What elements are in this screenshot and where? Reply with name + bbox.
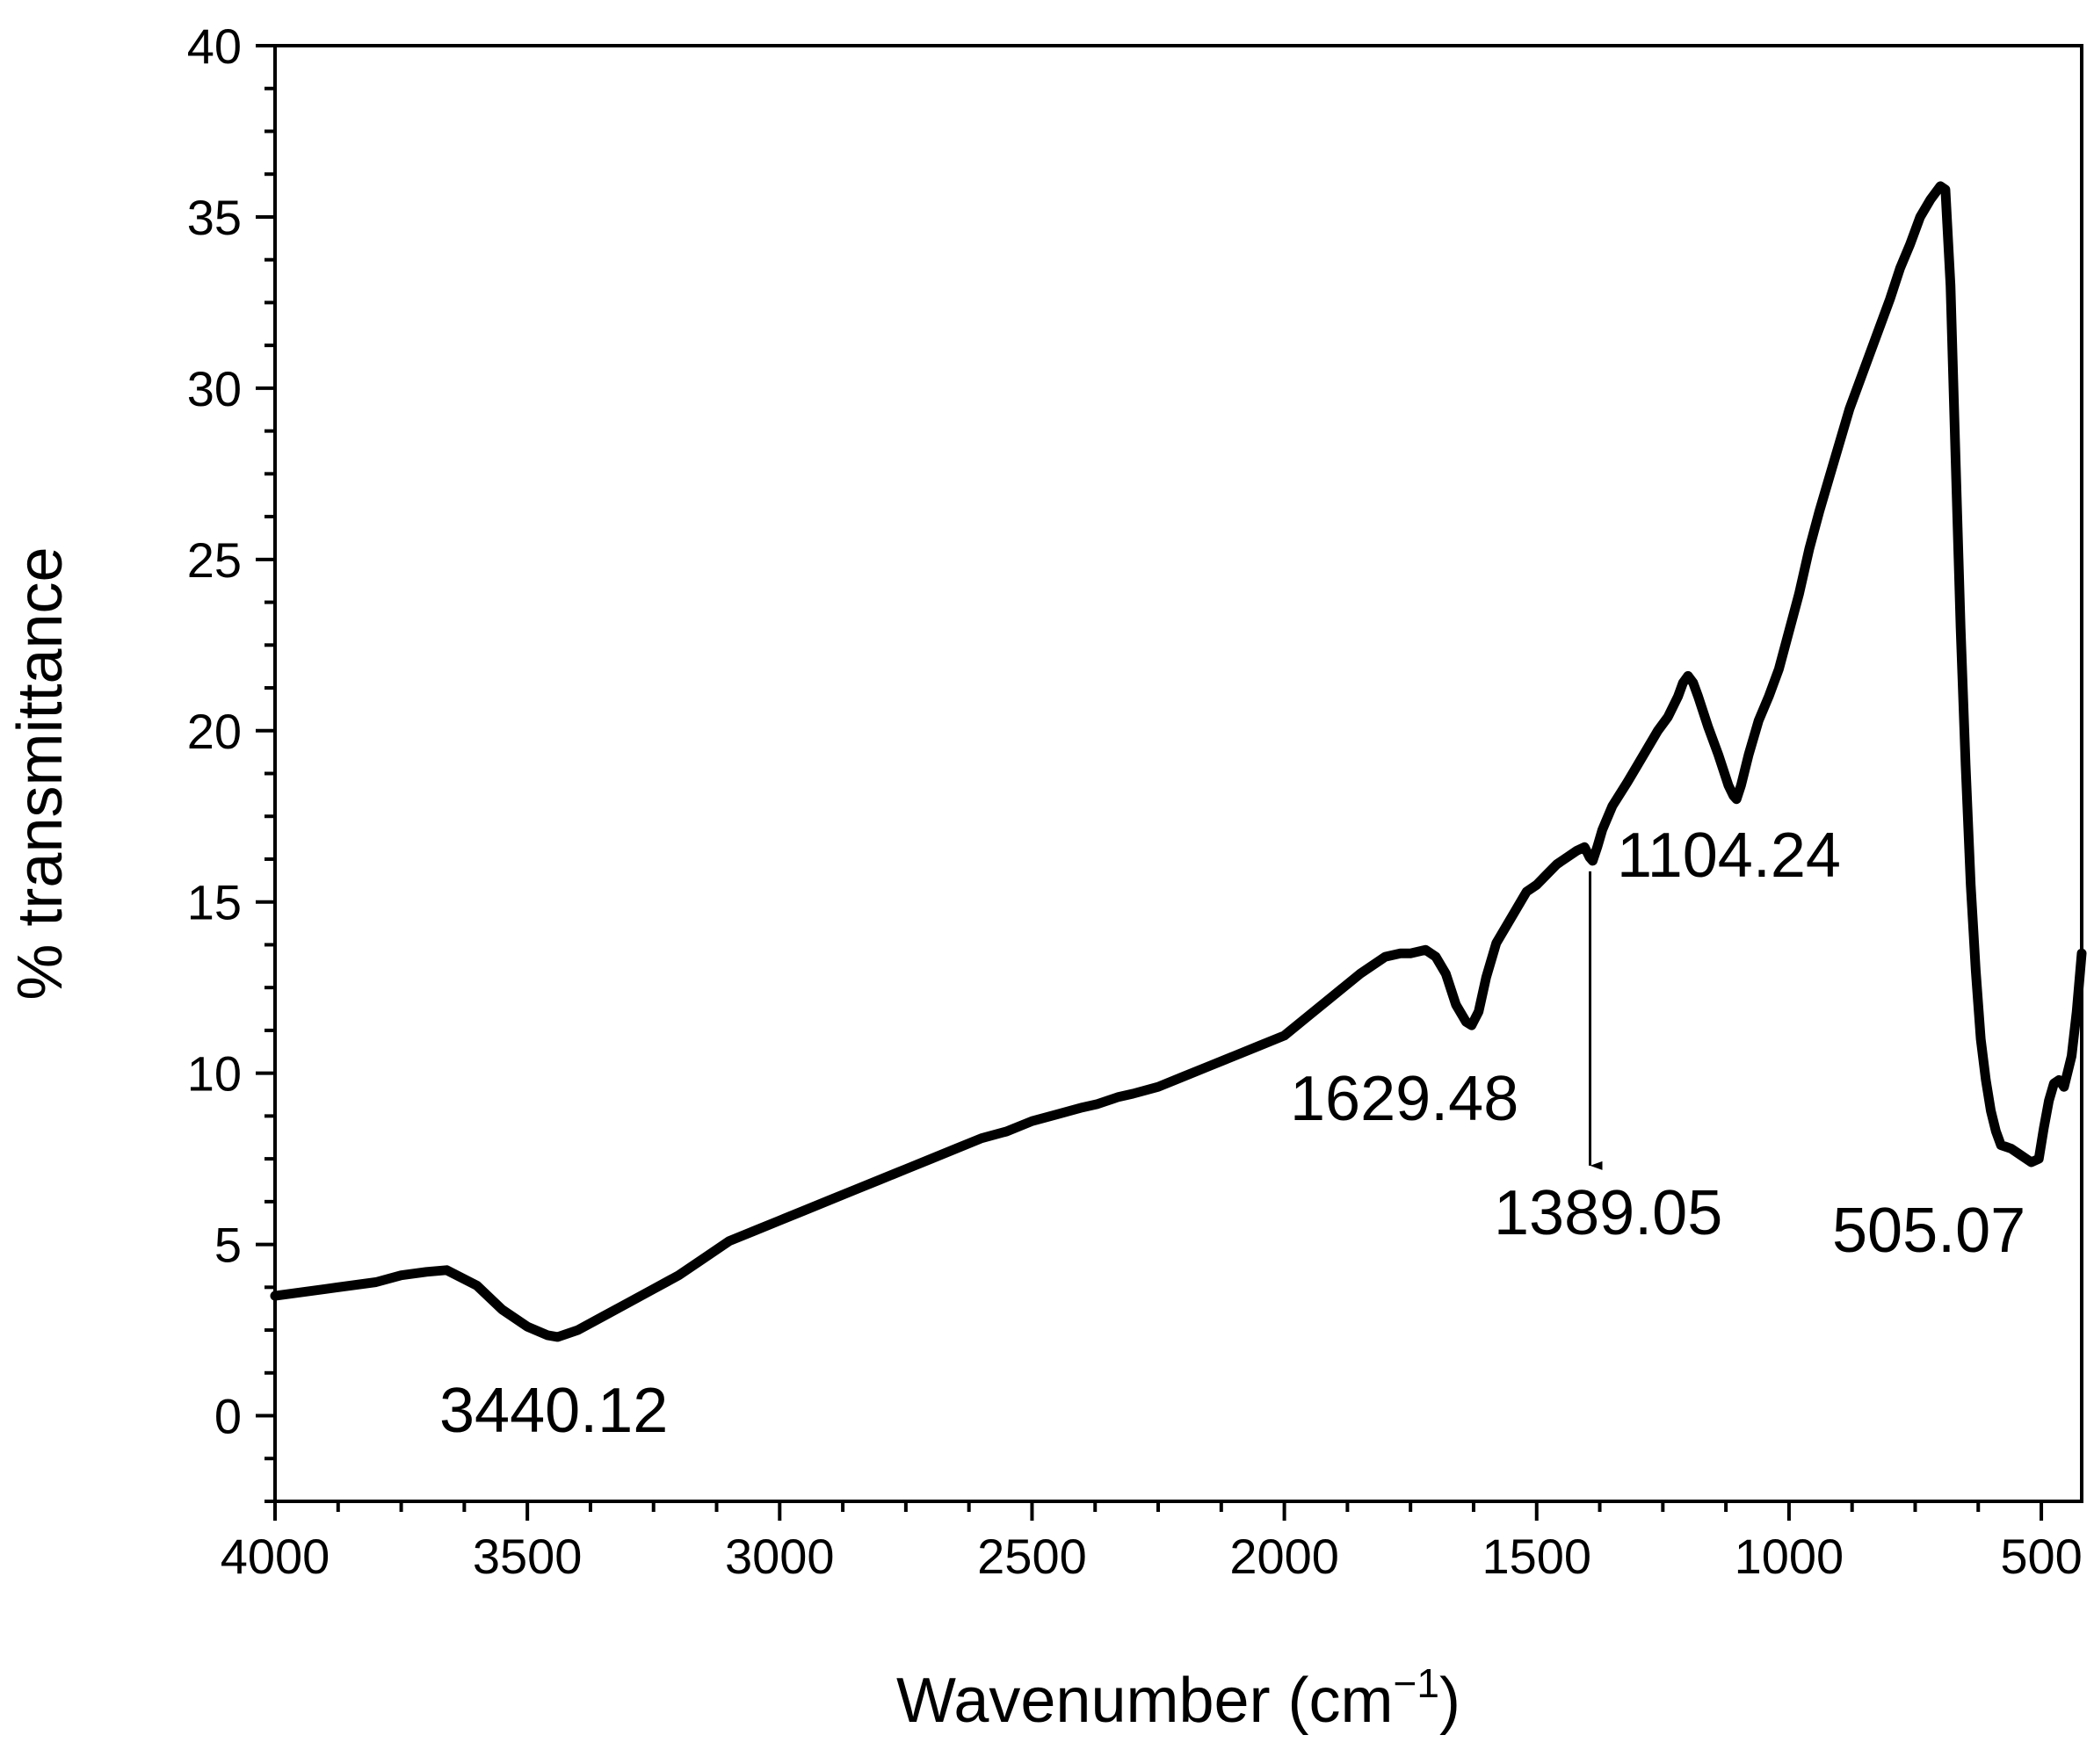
y-tick-label: 30 bbox=[187, 361, 242, 416]
y-axis-title: % transmittance bbox=[5, 546, 76, 1000]
spectrum-line bbox=[270, 181, 2087, 1342]
y-tick-label: 0 bbox=[214, 1389, 242, 1444]
x-tick-label: 1000 bbox=[1735, 1529, 1844, 1584]
y-tick-label: 5 bbox=[214, 1218, 242, 1273]
x-tick-label: 2000 bbox=[1229, 1529, 1339, 1584]
plot-frame bbox=[273, 44, 2083, 1503]
x-tick-label: 3000 bbox=[725, 1529, 835, 1584]
x-tick-label: 500 bbox=[2000, 1529, 2082, 1584]
y-tick-label: 20 bbox=[187, 704, 242, 759]
peak-annotation: 1104.24 bbox=[1617, 821, 1841, 891]
x-tick-label: 3500 bbox=[473, 1529, 583, 1584]
y-tick-label: 40 bbox=[187, 18, 242, 74]
x-tick-label: 1500 bbox=[1482, 1529, 1591, 1584]
y-tick-label: 35 bbox=[187, 190, 242, 245]
x-tick-label: 2500 bbox=[977, 1529, 1087, 1584]
peak-annotation: 1629.48 bbox=[1290, 1064, 1518, 1134]
peak-annotation: 505.07 bbox=[1832, 1196, 2025, 1266]
peak-annotation: 3440.12 bbox=[439, 1376, 668, 1446]
peak-annotation: 1389.05 bbox=[1494, 1178, 1722, 1248]
x-tick-label: 4000 bbox=[221, 1529, 330, 1584]
x-axis-title: Wavenumber (cm−1) bbox=[896, 1660, 1460, 1736]
y-tick-label: 25 bbox=[187, 532, 242, 588]
y-tick-label: 10 bbox=[187, 1046, 242, 1102]
y-tick-label: 15 bbox=[187, 875, 242, 930]
